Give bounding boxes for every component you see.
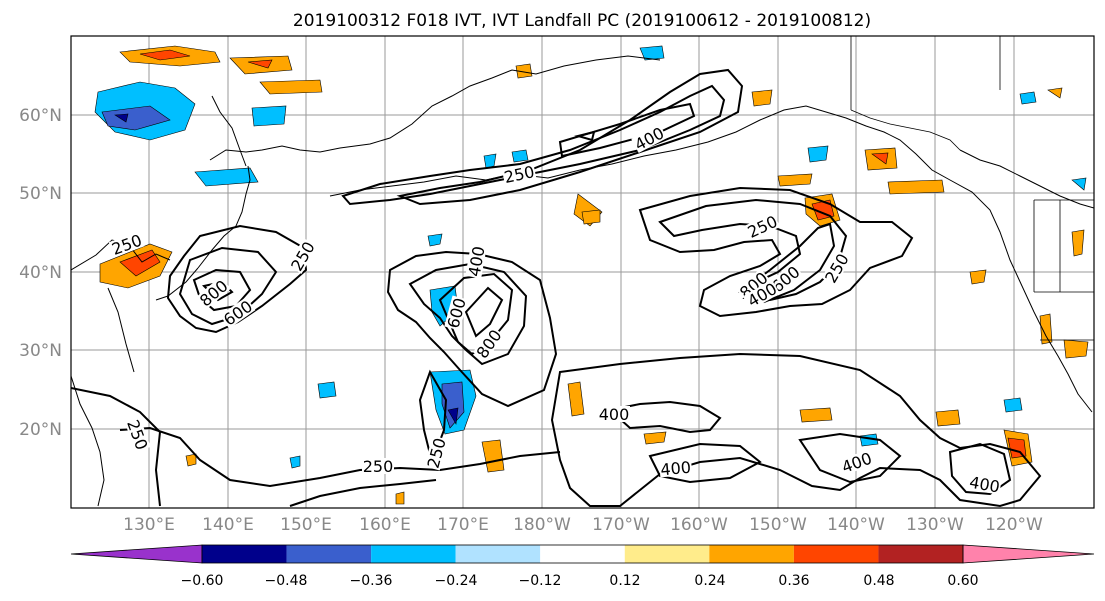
colorbar-segment (793, 545, 879, 563)
lat-label-50n: 50°N (19, 184, 62, 204)
colorbar-segment (371, 545, 456, 563)
contour-label: 400 (660, 458, 692, 480)
lon-label-120w: 120°W (985, 515, 1043, 535)
cb-tick-label: −0.24 (435, 573, 478, 589)
cb-tick-label: −0.12 (519, 573, 562, 589)
lon-label-150w: 150°W (749, 515, 807, 535)
colorbar-segment (878, 545, 963, 563)
longitude-labels: 130°E 140°E 150°E 160°E 170°E 180°W 170°… (123, 515, 1043, 535)
contour-label: 400 (599, 405, 630, 424)
cb-tick-label: −0.60 (181, 573, 224, 589)
map-panel: 400 250 250 250 600 800 400 600 800 250 … (70, 35, 1095, 509)
lat-label-60n: 60°N (19, 106, 62, 126)
colorbar-segments (70, 544, 1095, 564)
colorbar-segment (455, 545, 541, 563)
lon-label-170e: 170°E (437, 515, 489, 535)
cb-tick-label: 0.60 (947, 573, 978, 589)
colorbar-segment (286, 545, 372, 563)
cb-tick-label: −0.36 (350, 573, 393, 589)
map-frame (70, 35, 1095, 509)
colorbar-extension-low (70, 544, 203, 564)
cb-tick-label: 0.48 (863, 573, 894, 589)
lon-label-170w: 170°W (592, 515, 650, 535)
pc-shading (94, 45, 1089, 505)
lon-label-130e: 130°E (123, 515, 175, 535)
lat-label-20n: 20°N (19, 420, 62, 440)
chart-title: 2019100312 F018 IVT, IVT Landfall PC (20… (293, 11, 871, 31)
contour-label: 250 (363, 457, 394, 476)
lon-label-140e: 140°E (202, 515, 254, 535)
cb-tick-label: 0.24 (694, 573, 725, 589)
colorbar-extension-high (962, 544, 1095, 564)
political-borders (850, 36, 1094, 341)
lon-label-140w: 140°W (827, 515, 885, 535)
cb-tick-label: 0.36 (778, 573, 809, 589)
colorbar-segment (540, 545, 625, 563)
graticule (71, 36, 1094, 508)
lat-label-40n: 40°N (19, 263, 62, 283)
colorbar-segment (624, 545, 710, 563)
colorbar-frame (201, 544, 964, 564)
lon-label-160e: 160°E (359, 515, 411, 535)
lat-label-30n: 30°N (19, 341, 62, 361)
colorbar-segment (202, 545, 287, 563)
colorbar-segment (709, 545, 794, 563)
cb-tick-label: −0.48 (265, 573, 308, 589)
lon-label-130w: 130°W (906, 515, 964, 535)
colorbar-tick-labels: −0.60 −0.48 −0.36 −0.24 −0.12 0.12 0.24 … (181, 573, 979, 589)
lon-label-160w: 160°W (670, 515, 728, 535)
lon-label-150e: 150°E (280, 515, 332, 535)
latitude-labels: 60°N 50°N 40°N 30°N 20°N (19, 106, 62, 440)
lon-label-180w: 180°W (513, 515, 571, 535)
colorbar: −0.60 −0.48 −0.36 −0.24 −0.12 0.12 0.24 … (70, 544, 1095, 589)
cb-tick-label: 0.12 (609, 573, 640, 589)
